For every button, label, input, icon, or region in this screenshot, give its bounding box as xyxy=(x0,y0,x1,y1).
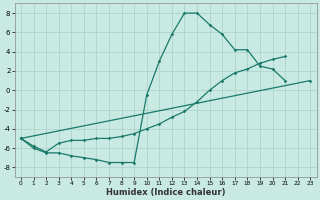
X-axis label: Humidex (Indice chaleur): Humidex (Indice chaleur) xyxy=(106,188,225,197)
